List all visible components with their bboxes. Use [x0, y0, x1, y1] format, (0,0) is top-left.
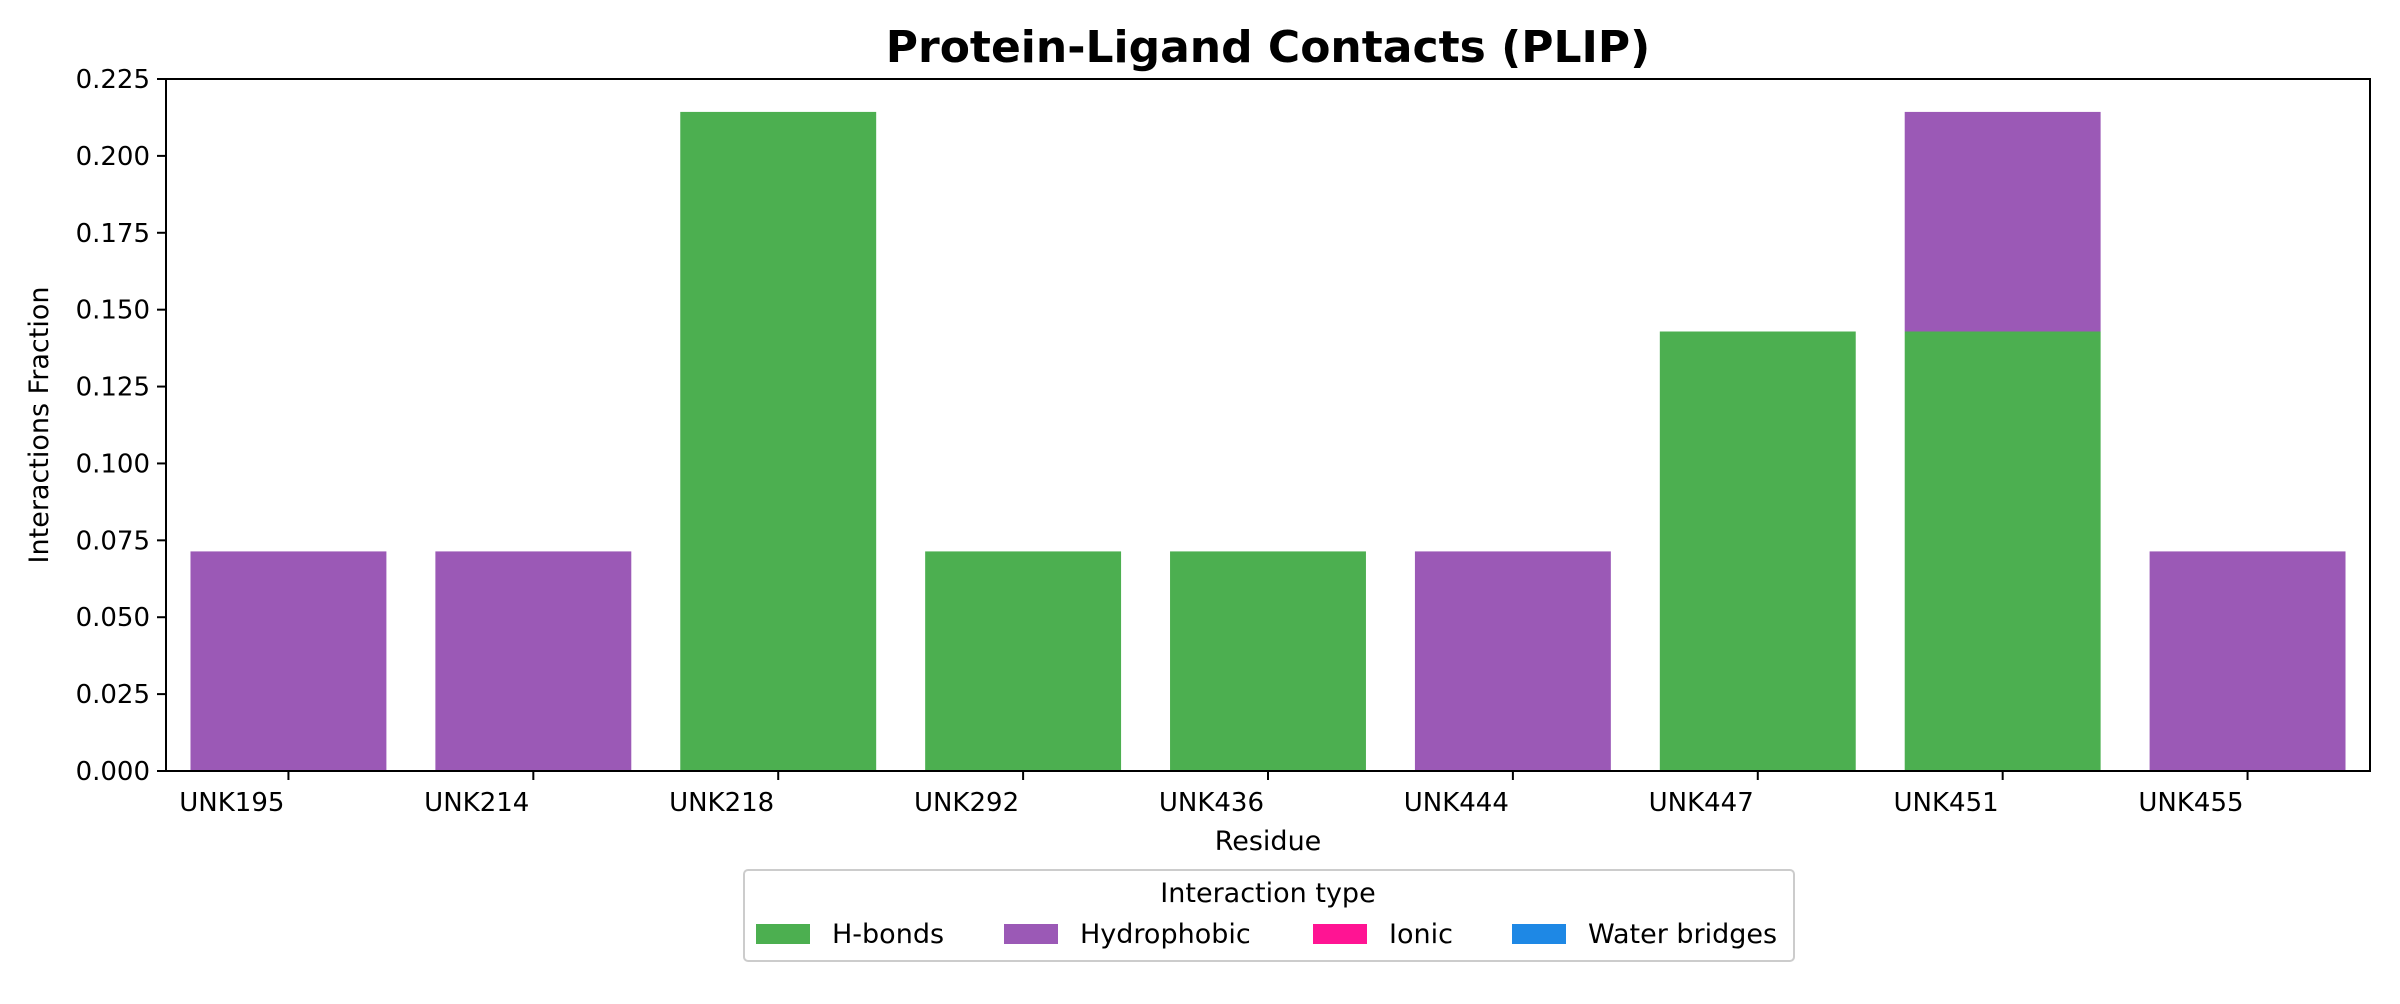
legend-swatch-hydrophobic: [1004, 924, 1058, 944]
x-tick-label: UNK218: [669, 788, 774, 818]
x-tick-label: UNK444: [1404, 788, 1509, 818]
bars-layer: [190, 111, 2346, 771]
y-tick-label: 0.050: [76, 603, 150, 633]
x-tick-label: UNK447: [1649, 788, 1754, 818]
y-tick-label: 0.200: [76, 142, 150, 172]
legend-items: H-bonds Hydrophobic Ionic Water bridges: [756, 919, 1777, 950]
x-axis-label: Residue: [1215, 826, 1322, 857]
legend-swatch-ionic: [1313, 924, 1367, 944]
y-tick-label: 0.025: [76, 680, 150, 710]
x-tick-label: UNK195: [179, 788, 284, 818]
bar-unk444-hydrophobic: [1414, 551, 1611, 771]
bar-unk451-h-bonds: [1904, 331, 2101, 771]
y-tick-label: 0.100: [76, 449, 150, 479]
y-axis-label: Interactions Fraction: [24, 287, 55, 564]
legend-label-hydrophobic: Hydrophobic: [1080, 919, 1251, 950]
legend-swatch-water-bridges: [1512, 924, 1566, 944]
x-tick-label: UNK455: [2138, 788, 2243, 818]
legend-label-ionic: Ionic: [1389, 919, 1453, 950]
legend-swatch-h-bonds: [756, 924, 810, 944]
y-tick-label: 0.175: [76, 219, 150, 249]
y-axis-ticks: 0.000 0.025 0.050 0.075 0.100 0.125 0.150 0.175…: [76, 65, 166, 787]
x-tick-label: UNK214: [424, 788, 529, 818]
x-tick-label: UNK292: [914, 788, 1019, 818]
y-tick-label: 0.125: [76, 373, 150, 403]
legend-label-water-bridges: Water bridges: [1588, 919, 1777, 950]
legend-label-h-bonds: H-bonds: [832, 919, 944, 950]
bar-unk436-h-bonds: [1170, 551, 1366, 771]
bar-unk455-hydrophobic: [2149, 551, 2346, 771]
y-tick-label: 0.075: [76, 526, 150, 556]
x-tick-label: UNK436: [1159, 788, 1264, 818]
x-tick-label: UNK451: [1894, 788, 1999, 818]
legend-title: Interaction type: [1160, 878, 1375, 909]
y-tick-label: 0.000: [76, 757, 150, 787]
legend: Interaction type H-bonds Hydrophobic Ionic…: [743, 869, 1795, 962]
bar-unk292-h-bonds: [925, 551, 1122, 771]
bar-unk451-hydrophobic: [1904, 111, 2101, 332]
bar-unk447-h-bonds: [1659, 331, 1856, 771]
bar-unk214-hydrophobic: [435, 551, 632, 771]
bar-unk195-hydrophobic: [190, 551, 387, 771]
chart-title: Protein-Ligand Contacts (PLIP): [886, 22, 1650, 73]
plot-frame: [165, 78, 2371, 772]
bar-unk218-h-bonds: [680, 111, 877, 771]
x-axis-ticks: UNK195 UNK214 UNK218 UNK292 UNK436 UNK444 UNK4…: [179, 771, 2249, 818]
y-tick-label: 0.225: [76, 65, 150, 95]
y-tick-label: 0.150: [76, 296, 150, 326]
